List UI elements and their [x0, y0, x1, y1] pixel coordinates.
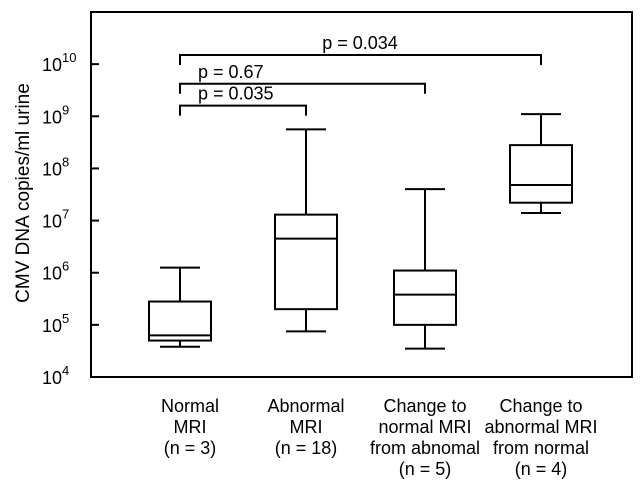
plot-frame: [90, 11, 633, 378]
y-tick-label: 108: [42, 154, 69, 179]
p-value-label: p = 0.035: [198, 84, 274, 104]
x-category-label-line: from normal: [493, 438, 589, 458]
x-category-label-line: Change to: [383, 396, 466, 416]
comparison-bracket: [179, 53, 542, 65]
box-iqr: [509, 144, 573, 204]
y-tick-label: 1010: [42, 50, 77, 75]
y-tick-label: 104: [42, 363, 69, 388]
x-category-label-line: abnormal MRI: [484, 417, 597, 437]
x-category-label-line: Abnormal: [267, 396, 344, 416]
x-category-label-line: (n = 4): [515, 459, 568, 479]
x-category-label-line: normal MRI: [378, 417, 471, 437]
comparison-bracket: [179, 82, 426, 94]
x-category-label-line: (n = 3): [164, 438, 217, 458]
box-iqr: [148, 300, 212, 342]
y-axis-ticks: 104 105 106 107 108 109 1010: [42, 50, 99, 388]
x-category-label-line: MRI: [174, 417, 207, 437]
y-tick-label: 105: [42, 311, 69, 336]
y-axis-label: CMV DNA copies/ml urine: [13, 83, 34, 303]
y-tick-label: 109: [42, 102, 69, 127]
x-category-label-line: from abnomal: [370, 438, 480, 458]
box-iqr: [393, 269, 457, 326]
y-tick-label: 107: [42, 207, 69, 232]
x-category-label-line: MRI: [290, 417, 323, 437]
p-value-label: p = 0.67: [198, 62, 264, 82]
x-category-label-line: (n = 5): [399, 459, 452, 479]
p-value-label: p = 0.034: [322, 33, 398, 53]
box-iqr: [274, 213, 338, 311]
x-category-label-line: (n = 18): [275, 438, 338, 458]
y-tick-label: 106: [42, 259, 69, 284]
comparison-bracket: [179, 104, 307, 116]
x-category-label-line: Normal: [161, 396, 219, 416]
x-category-label-line: Change to: [499, 396, 582, 416]
box-series: [148, 113, 573, 350]
